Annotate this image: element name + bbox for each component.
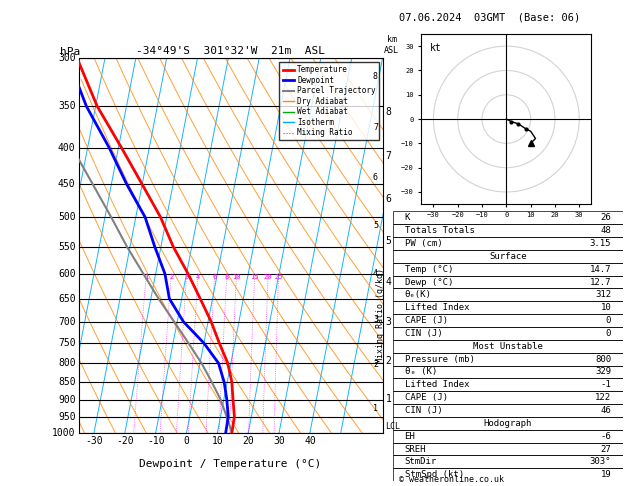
- Text: Mixing Ratio (g/kg): Mixing Ratio (g/kg): [376, 268, 385, 364]
- Text: 10: 10: [601, 303, 611, 312]
- Text: 19: 19: [601, 470, 611, 479]
- Text: 8: 8: [373, 71, 378, 81]
- Text: Most Unstable: Most Unstable: [473, 342, 543, 351]
- Text: 25: 25: [274, 274, 283, 280]
- Text: 14.7: 14.7: [590, 265, 611, 274]
- Text: 6: 6: [213, 274, 217, 280]
- Text: km
ASL: km ASL: [384, 35, 399, 54]
- Text: 800: 800: [595, 355, 611, 364]
- Text: © weatheronline.co.uk: © weatheronline.co.uk: [399, 474, 504, 484]
- Text: 329: 329: [595, 367, 611, 377]
- Text: 312: 312: [595, 291, 611, 299]
- Text: 07.06.2024  03GMT  (Base: 06): 07.06.2024 03GMT (Base: 06): [399, 12, 581, 22]
- Text: 6: 6: [386, 194, 391, 204]
- Legend: Temperature, Dewpoint, Parcel Trajectory, Dry Adiabat, Wet Adiabat, Isotherm, Mi: Temperature, Dewpoint, Parcel Trajectory…: [279, 62, 379, 140]
- Text: StmSpd (kt): StmSpd (kt): [404, 470, 464, 479]
- Text: CIN (J): CIN (J): [404, 329, 442, 338]
- Text: 15: 15: [250, 274, 259, 280]
- Text: Temp (°C): Temp (°C): [404, 265, 453, 274]
- Text: SREH: SREH: [404, 445, 426, 453]
- Text: 3: 3: [373, 315, 378, 324]
- Text: 900: 900: [58, 395, 75, 405]
- Text: CIN (J): CIN (J): [404, 406, 442, 415]
- Text: -1: -1: [601, 381, 611, 389]
- Text: 600: 600: [58, 269, 75, 279]
- Text: 1: 1: [373, 404, 378, 414]
- Text: 2: 2: [169, 274, 174, 280]
- Text: 3: 3: [386, 317, 391, 327]
- Text: K: K: [404, 213, 410, 222]
- Text: 40: 40: [304, 436, 316, 446]
- Text: CAPE (J): CAPE (J): [404, 393, 448, 402]
- Text: 6: 6: [373, 173, 378, 182]
- Text: 0: 0: [184, 436, 189, 446]
- Text: 46: 46: [601, 406, 611, 415]
- Text: 12.7: 12.7: [590, 278, 611, 287]
- Text: -30: -30: [86, 436, 103, 446]
- Text: CAPE (J): CAPE (J): [404, 316, 448, 325]
- Text: 450: 450: [58, 179, 75, 190]
- Text: 500: 500: [58, 212, 75, 222]
- Text: 850: 850: [58, 377, 75, 387]
- Text: Totals Totals: Totals Totals: [404, 226, 474, 235]
- Text: 4: 4: [196, 274, 200, 280]
- Text: 550: 550: [58, 242, 75, 252]
- Text: Dewpoint / Temperature (°C): Dewpoint / Temperature (°C): [140, 459, 321, 469]
- Text: 0: 0: [606, 316, 611, 325]
- Text: 30: 30: [273, 436, 285, 446]
- Text: 5: 5: [386, 236, 391, 246]
- Text: 27: 27: [601, 445, 611, 453]
- Text: 10: 10: [232, 274, 241, 280]
- Text: 7: 7: [386, 151, 391, 161]
- Text: 0: 0: [606, 329, 611, 338]
- Text: hPa: hPa: [60, 47, 81, 56]
- Text: EH: EH: [404, 432, 415, 441]
- Text: 8: 8: [225, 274, 229, 280]
- Text: 20: 20: [242, 436, 254, 446]
- Text: 4: 4: [386, 277, 391, 287]
- Text: 650: 650: [58, 294, 75, 304]
- Text: StmDir: StmDir: [404, 457, 437, 467]
- Text: 2: 2: [373, 360, 378, 369]
- Text: Surface: Surface: [489, 252, 526, 261]
- Text: Hodograph: Hodograph: [484, 419, 532, 428]
- Text: θₑ (K): θₑ (K): [404, 367, 437, 377]
- Text: 700: 700: [58, 317, 75, 327]
- Text: 350: 350: [58, 101, 75, 111]
- Text: 7: 7: [373, 123, 378, 132]
- Text: Lifted Index: Lifted Index: [404, 381, 469, 389]
- Text: 20: 20: [264, 274, 272, 280]
- Text: 8: 8: [386, 106, 391, 117]
- Text: 3.15: 3.15: [590, 239, 611, 248]
- Text: Dewp (°C): Dewp (°C): [404, 278, 453, 287]
- Text: Lifted Index: Lifted Index: [404, 303, 469, 312]
- Text: Pressure (mb): Pressure (mb): [404, 355, 474, 364]
- Text: 4: 4: [373, 269, 378, 278]
- Text: θₑ(K): θₑ(K): [404, 291, 431, 299]
- Text: 1000: 1000: [52, 428, 75, 437]
- Text: kt: kt: [430, 43, 442, 52]
- Text: 1: 1: [386, 395, 391, 404]
- Text: 3: 3: [184, 274, 189, 280]
- Text: 2: 2: [386, 356, 391, 366]
- Text: 750: 750: [58, 338, 75, 348]
- Text: -10: -10: [147, 436, 165, 446]
- Text: 122: 122: [595, 393, 611, 402]
- Text: PW (cm): PW (cm): [404, 239, 442, 248]
- Text: 950: 950: [58, 412, 75, 421]
- Text: 300: 300: [58, 53, 75, 63]
- Text: 26: 26: [601, 213, 611, 222]
- Text: 5: 5: [373, 221, 378, 230]
- Text: 1: 1: [144, 274, 148, 280]
- Text: 48: 48: [601, 226, 611, 235]
- Text: LCL: LCL: [386, 422, 401, 431]
- Text: 400: 400: [58, 143, 75, 153]
- Text: 10: 10: [211, 436, 223, 446]
- Text: 800: 800: [58, 358, 75, 368]
- Text: 303°: 303°: [590, 457, 611, 467]
- Text: -20: -20: [116, 436, 134, 446]
- Text: -6: -6: [601, 432, 611, 441]
- Title: -34°49'S  301°32'W  21m  ASL: -34°49'S 301°32'W 21m ASL: [136, 46, 325, 56]
